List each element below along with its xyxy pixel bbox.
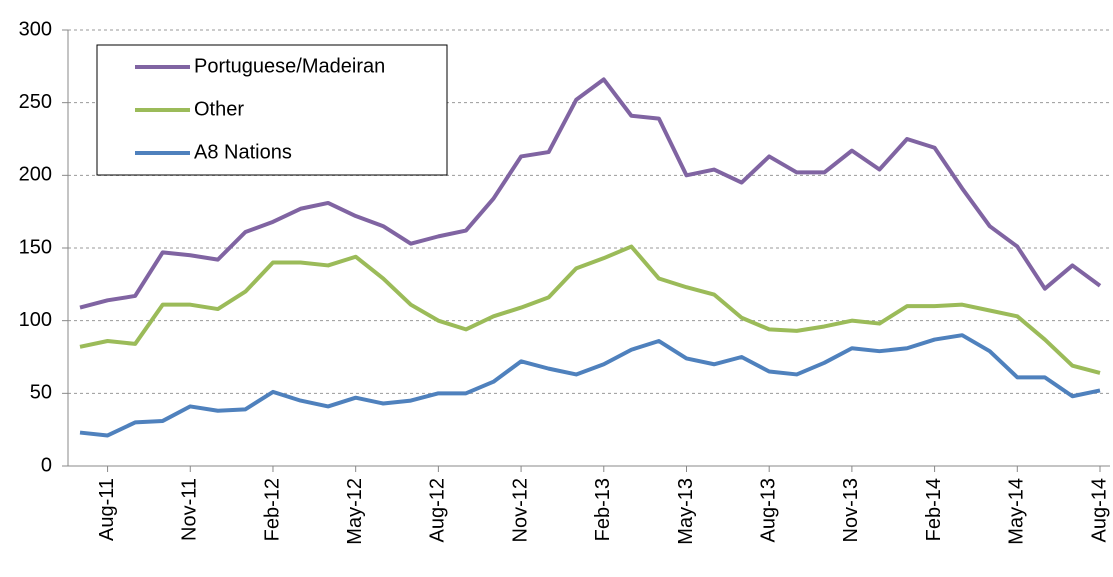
legend-label: A8 Nations: [194, 141, 292, 163]
y-tick-label: 200: [19, 164, 52, 186]
legend-label: Portuguese/Madeiran: [194, 55, 385, 77]
x-tick-label: Feb-13: [592, 478, 614, 541]
x-tick-label: Nov-13: [840, 478, 862, 542]
series-line: [79, 244, 1101, 375]
y-tick-label: 100: [19, 309, 52, 331]
legend: Portuguese/Madeiran Other A8 Nations: [96, 44, 448, 176]
x-tick-label: Feb-12: [261, 478, 283, 541]
y-tick-label: 0: [41, 454, 52, 476]
y-tick-label: 50: [30, 382, 52, 404]
x-tick-label: Aug-11: [96, 478, 118, 541]
series-line: [79, 333, 1101, 438]
legend-label: Other: [194, 98, 244, 120]
x-tick-label: Nov-11: [179, 478, 201, 541]
x-tick-label: May-14: [1006, 478, 1028, 545]
y-tick-label: 150: [19, 236, 52, 258]
y-tick-label: 300: [19, 18, 52, 40]
x-tick-label: Aug-12: [427, 478, 449, 543]
x-tick-label: Feb-14: [923, 478, 945, 541]
x-tick-label: Aug-14: [1088, 478, 1110, 543]
x-tick-label: Aug-13: [757, 478, 779, 543]
series-line: [79, 77, 1102, 310]
y-tick-label: 250: [19, 91, 52, 113]
x-tick-label: Nov-12: [509, 478, 531, 542]
x-tick-label: May-13: [675, 478, 697, 545]
x-tick-label: May-12: [344, 478, 366, 545]
